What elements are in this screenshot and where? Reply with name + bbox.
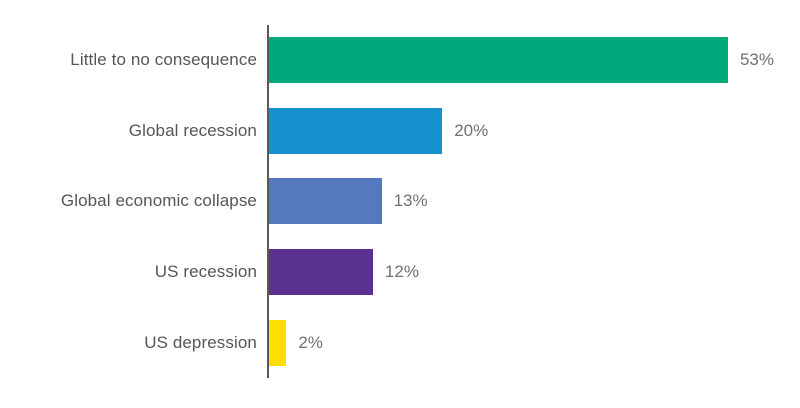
bar-chart: Little to no consequence 53% Global recess… bbox=[0, 25, 800, 378]
chart-row: Global recession 20% bbox=[0, 96, 800, 167]
chart-row: Global economic collapse 13% bbox=[0, 166, 800, 237]
value-label: 12% bbox=[384, 262, 419, 282]
category-label: Global recession bbox=[128, 120, 257, 140]
bar bbox=[269, 107, 443, 154]
category-label: US recession bbox=[154, 262, 257, 282]
category-label: Little to no consequence bbox=[70, 50, 257, 70]
value-label: 13% bbox=[393, 191, 428, 211]
chart-rows: Little to no consequence 53% Global recess… bbox=[0, 25, 800, 378]
chart-row: US recession 12% bbox=[0, 237, 800, 308]
value-label: 53% bbox=[739, 50, 774, 70]
bar bbox=[269, 178, 382, 225]
bar bbox=[269, 37, 728, 84]
value-label: 20% bbox=[454, 120, 489, 140]
bar bbox=[269, 249, 373, 296]
bar bbox=[269, 319, 287, 366]
chart-row: US depression 2% bbox=[0, 307, 800, 378]
value-label: 2% bbox=[298, 332, 323, 352]
category-label: Global economic collapse bbox=[60, 191, 257, 211]
category-label: US depression bbox=[144, 332, 257, 352]
y-axis-line bbox=[267, 25, 269, 378]
chart-row: Little to no consequence 53% bbox=[0, 25, 800, 96]
